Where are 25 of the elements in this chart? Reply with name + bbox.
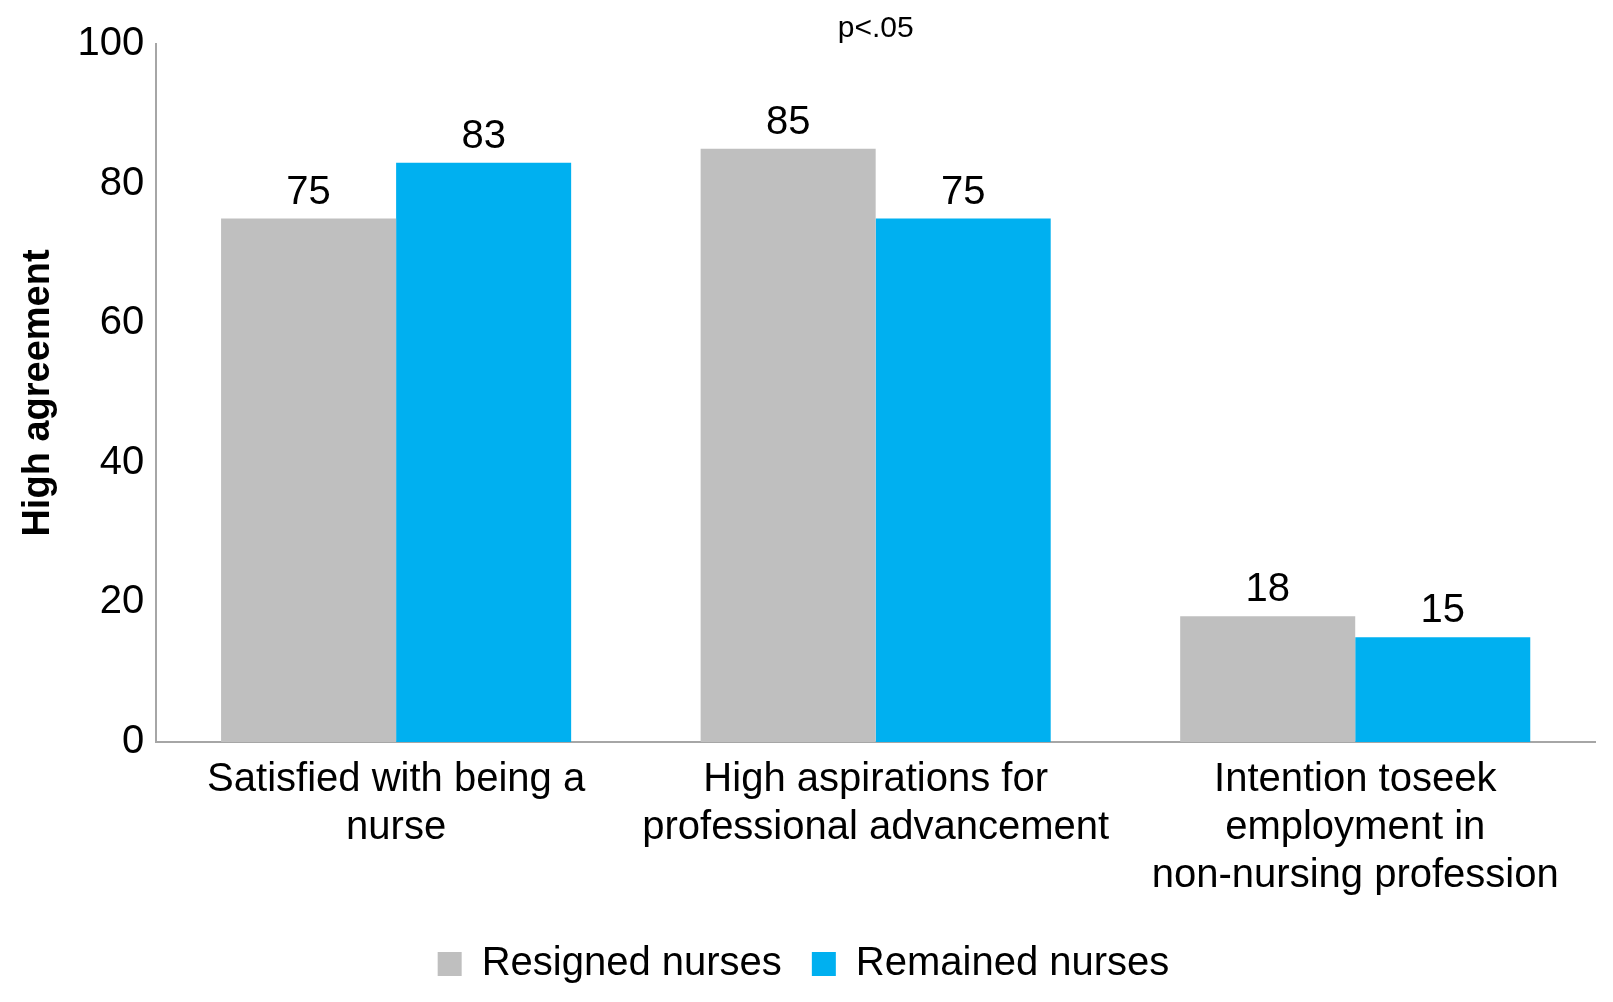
data-label: 18 [1245,565,1290,610]
bar [221,218,397,742]
bar [875,218,1051,742]
bar [1180,616,1356,742]
data-label: 85 [765,97,811,142]
y-tick-label: 80 [99,158,145,203]
y-tick-label: 60 [99,298,145,343]
x-tick-label: Intention toseek employment in non-nursing profession [1151,755,1559,896]
bar [700,148,876,742]
data-label: 83 [461,111,506,156]
data-label: 15 [1420,586,1465,631]
x-tick-label: High aspirations for professional advancement [642,755,1110,848]
y-tick-label: 40 [99,437,145,482]
bar [1355,637,1531,742]
legend-label: Remained nurses [855,939,1170,984]
data-label: 75 [940,167,986,212]
y-tick-label: 100 [77,19,145,64]
y-tick-label: 20 [99,577,145,622]
legend-label: Resigned nurses [481,939,782,984]
y-axis-title: High agreement [15,249,58,537]
data-label: 75 [286,167,331,212]
y-tick-label: 0 [122,717,145,762]
x-tick-label: Satisfied with being a nurse [207,755,586,848]
annotation: p<.05 [837,10,914,44]
bar [396,162,572,742]
